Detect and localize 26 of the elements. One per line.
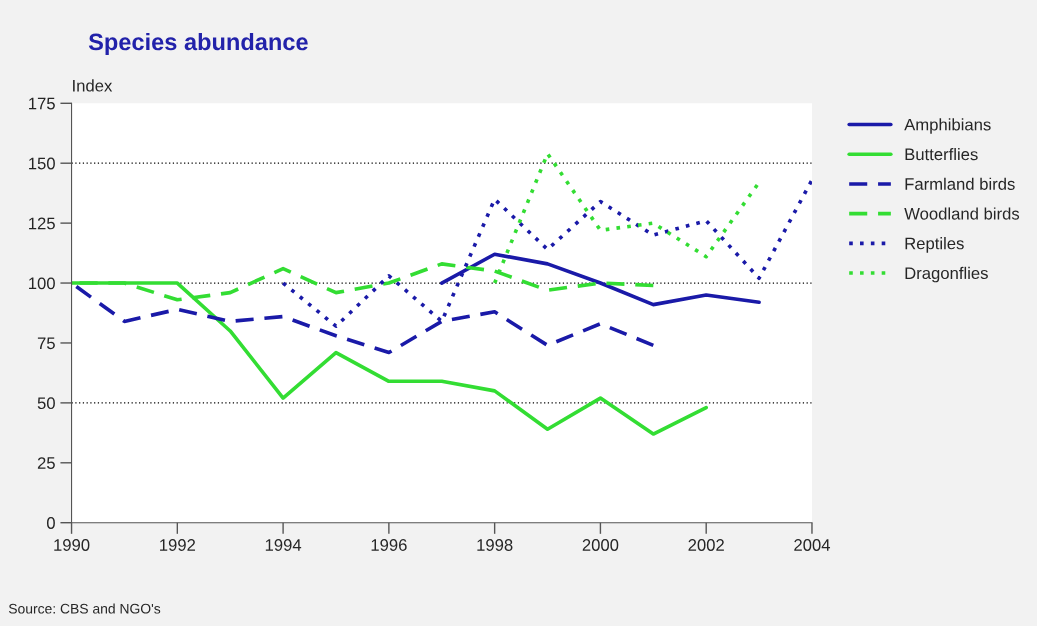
legend-label: Woodland birds	[904, 207, 1020, 220]
x-tick-label: 2002	[688, 539, 724, 551]
legend-label: Farmland birds	[905, 177, 1015, 190]
y-tick-label: 0	[46, 517, 55, 529]
legend-label: Reptiles	[905, 237, 964, 253]
line-series	[439, 252, 761, 307]
y-tick-label: 75	[37, 337, 55, 350]
legend-label: Butterflies	[905, 147, 978, 161]
x-tick-label: 2000	[582, 539, 619, 551]
x-tick-label: 1998	[477, 539, 513, 551]
y-tick-label: 150	[29, 157, 55, 170]
x-tick-label: 1996	[371, 539, 407, 551]
y-axis-title: Index	[73, 79, 113, 92]
y-tick-label: 125	[29, 217, 55, 230]
y-tick-label: 50	[37, 397, 55, 410]
x-tick-label: 1994	[265, 539, 302, 551]
x-tick-label: 1990	[54, 539, 90, 551]
y-tick-label: 175	[29, 97, 55, 110]
y-tick-label: 25	[37, 457, 55, 469]
source-note: Source: CBS and NGO's	[8, 603, 161, 614]
legend-label: Dragonflies	[905, 266, 988, 283]
legend-label: Amphibians	[904, 118, 991, 134]
chart-title: Species abundance	[88, 32, 308, 55]
x-tick-label: 2004	[794, 539, 831, 551]
y-tick-label: 100	[29, 277, 55, 290]
x-tick-label: 1992	[160, 539, 196, 551]
